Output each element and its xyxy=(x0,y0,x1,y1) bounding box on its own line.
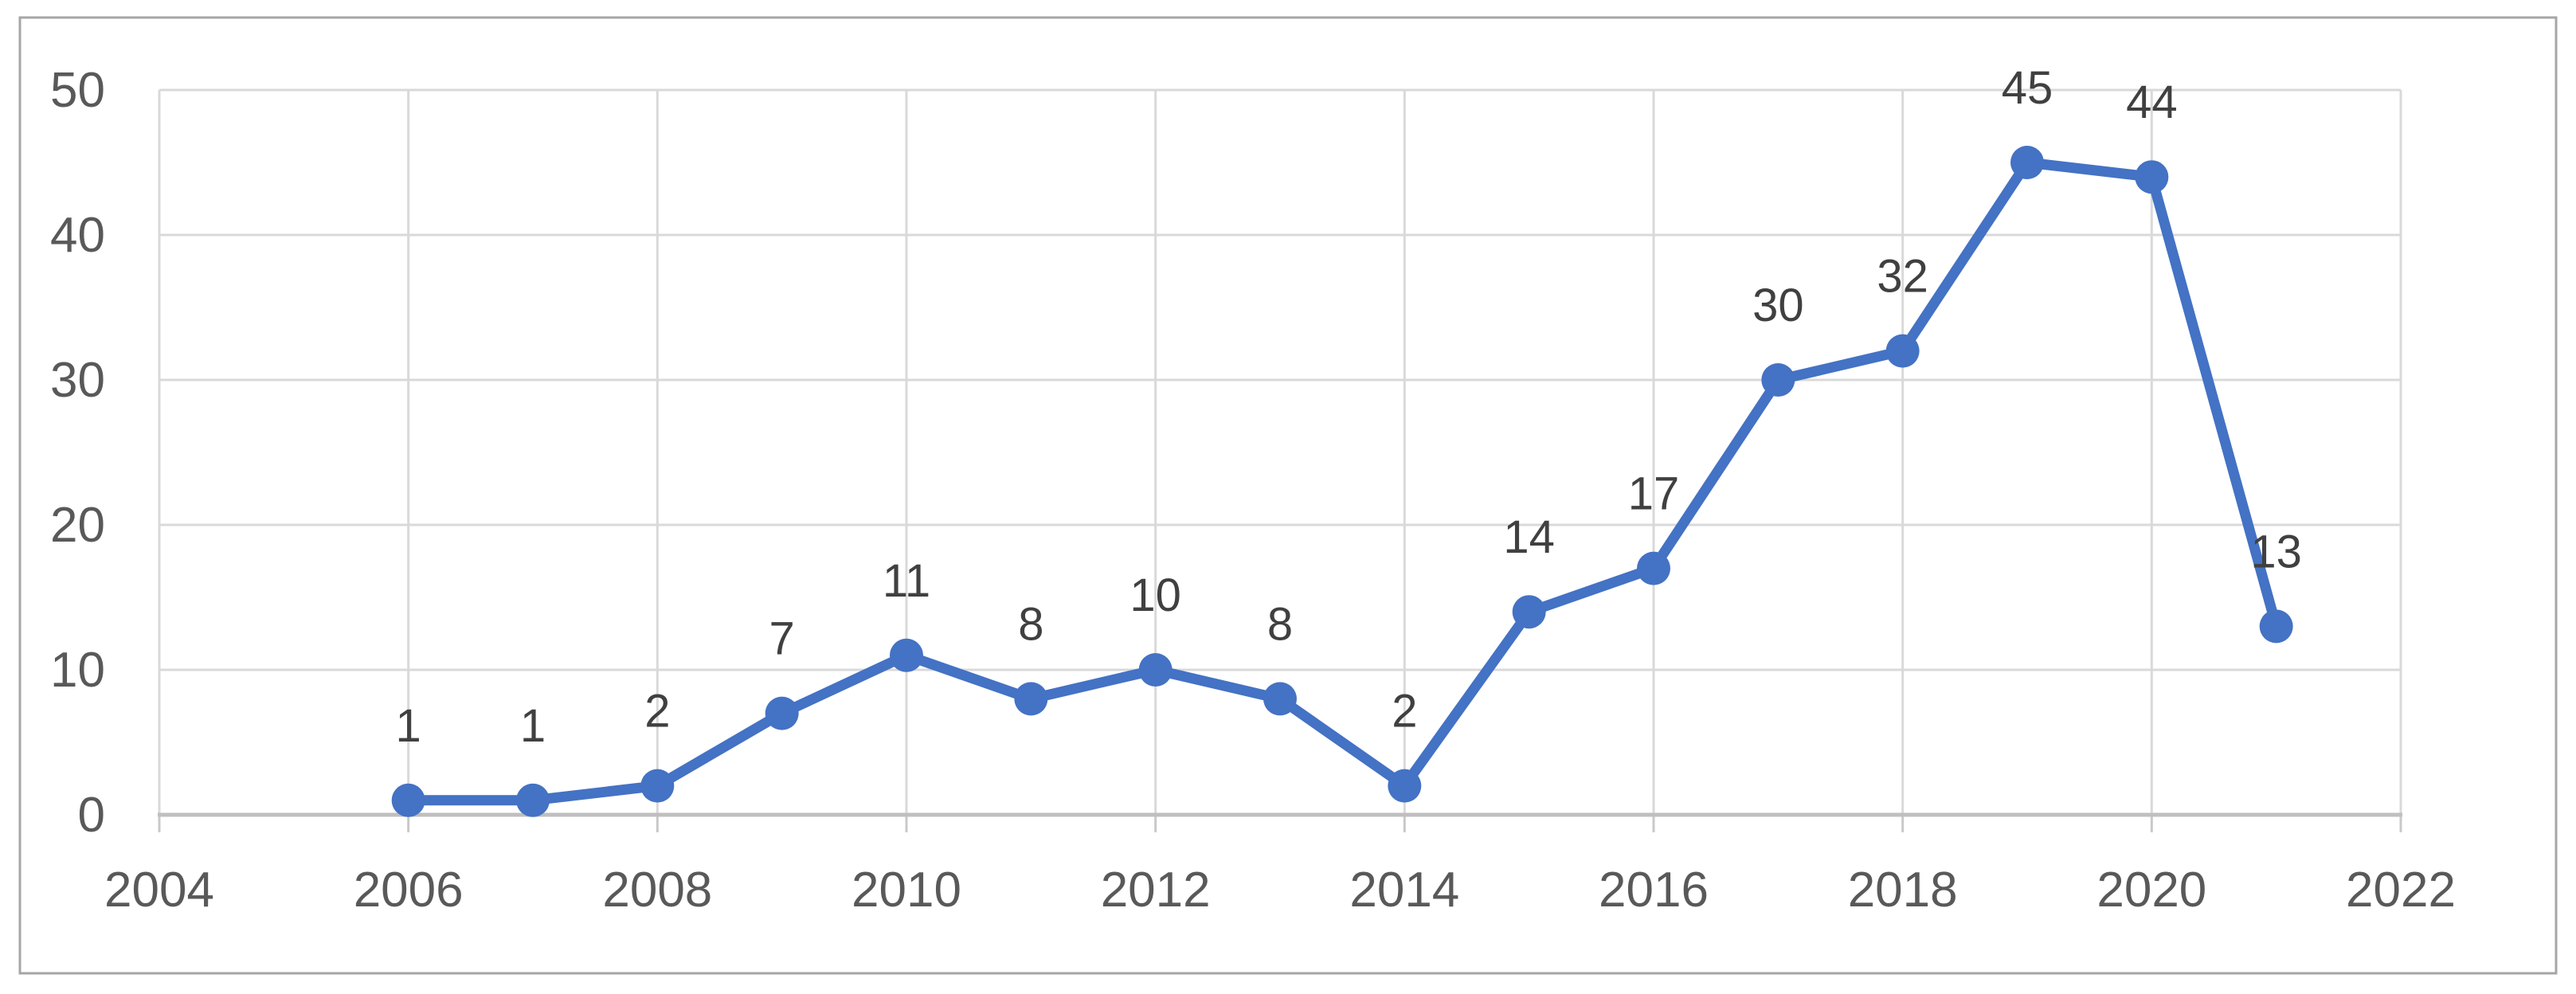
y-tick-label: 0 xyxy=(78,788,105,843)
x-tick-label: 2016 xyxy=(1599,863,1709,918)
x-tick-label: 2004 xyxy=(104,863,214,918)
series-line xyxy=(403,157,2282,806)
data-point xyxy=(391,783,425,817)
data-point-label: 1 xyxy=(396,700,421,752)
data-point-label: 8 xyxy=(1267,598,1293,650)
data-point xyxy=(1014,682,1048,716)
data-point xyxy=(765,696,799,730)
data-point-label: 13 xyxy=(2250,526,2302,577)
data-point-label: 14 xyxy=(1503,511,1555,563)
data-point-label: 45 xyxy=(2002,62,2053,114)
data-point-label: 11 xyxy=(883,555,930,607)
data-point xyxy=(1637,551,1670,585)
data-point xyxy=(2010,146,2044,179)
y-tick-label: 20 xyxy=(50,498,105,553)
data-point-label: 7 xyxy=(769,613,795,665)
x-tick-label: 2018 xyxy=(1848,863,1958,918)
data-point xyxy=(1761,363,1795,397)
x-tick-label: 2012 xyxy=(1101,863,1211,918)
data-point-label: 30 xyxy=(1752,280,1804,331)
data-point-label: 17 xyxy=(1628,468,1680,520)
y-tick-label: 50 xyxy=(50,63,105,118)
y-tick-label: 40 xyxy=(50,208,105,263)
data-point xyxy=(516,783,550,817)
data-point xyxy=(1512,595,1546,629)
data-point xyxy=(890,638,923,672)
x-tick-label: 2010 xyxy=(851,863,961,918)
data-point-label: 2 xyxy=(644,686,670,738)
y-tick-label: 30 xyxy=(50,353,105,408)
data-point-label: 32 xyxy=(1877,251,1928,303)
x-tick-label: 2008 xyxy=(602,863,712,918)
x-tick-label: 2022 xyxy=(2346,863,2456,918)
data-point xyxy=(2259,609,2293,644)
data-point xyxy=(2135,160,2169,194)
data-point-label: 2 xyxy=(1392,686,1417,738)
data-point-label: 1 xyxy=(520,700,546,752)
data-point xyxy=(1138,653,1173,687)
data-point-label: 44 xyxy=(2126,76,2178,128)
data-point xyxy=(1388,769,1422,803)
x-tick-label: 2006 xyxy=(354,863,464,918)
data-point-label: 10 xyxy=(1129,569,1181,621)
x-tick-label: 2020 xyxy=(2096,863,2206,918)
chart-border xyxy=(18,16,2558,975)
data-point xyxy=(640,769,675,803)
data-point xyxy=(1263,682,1297,716)
data-point xyxy=(1885,334,1920,368)
data-point-label: 8 xyxy=(1018,598,1043,650)
x-tick-label: 2014 xyxy=(1349,863,1459,918)
y-tick-label: 10 xyxy=(50,643,105,698)
